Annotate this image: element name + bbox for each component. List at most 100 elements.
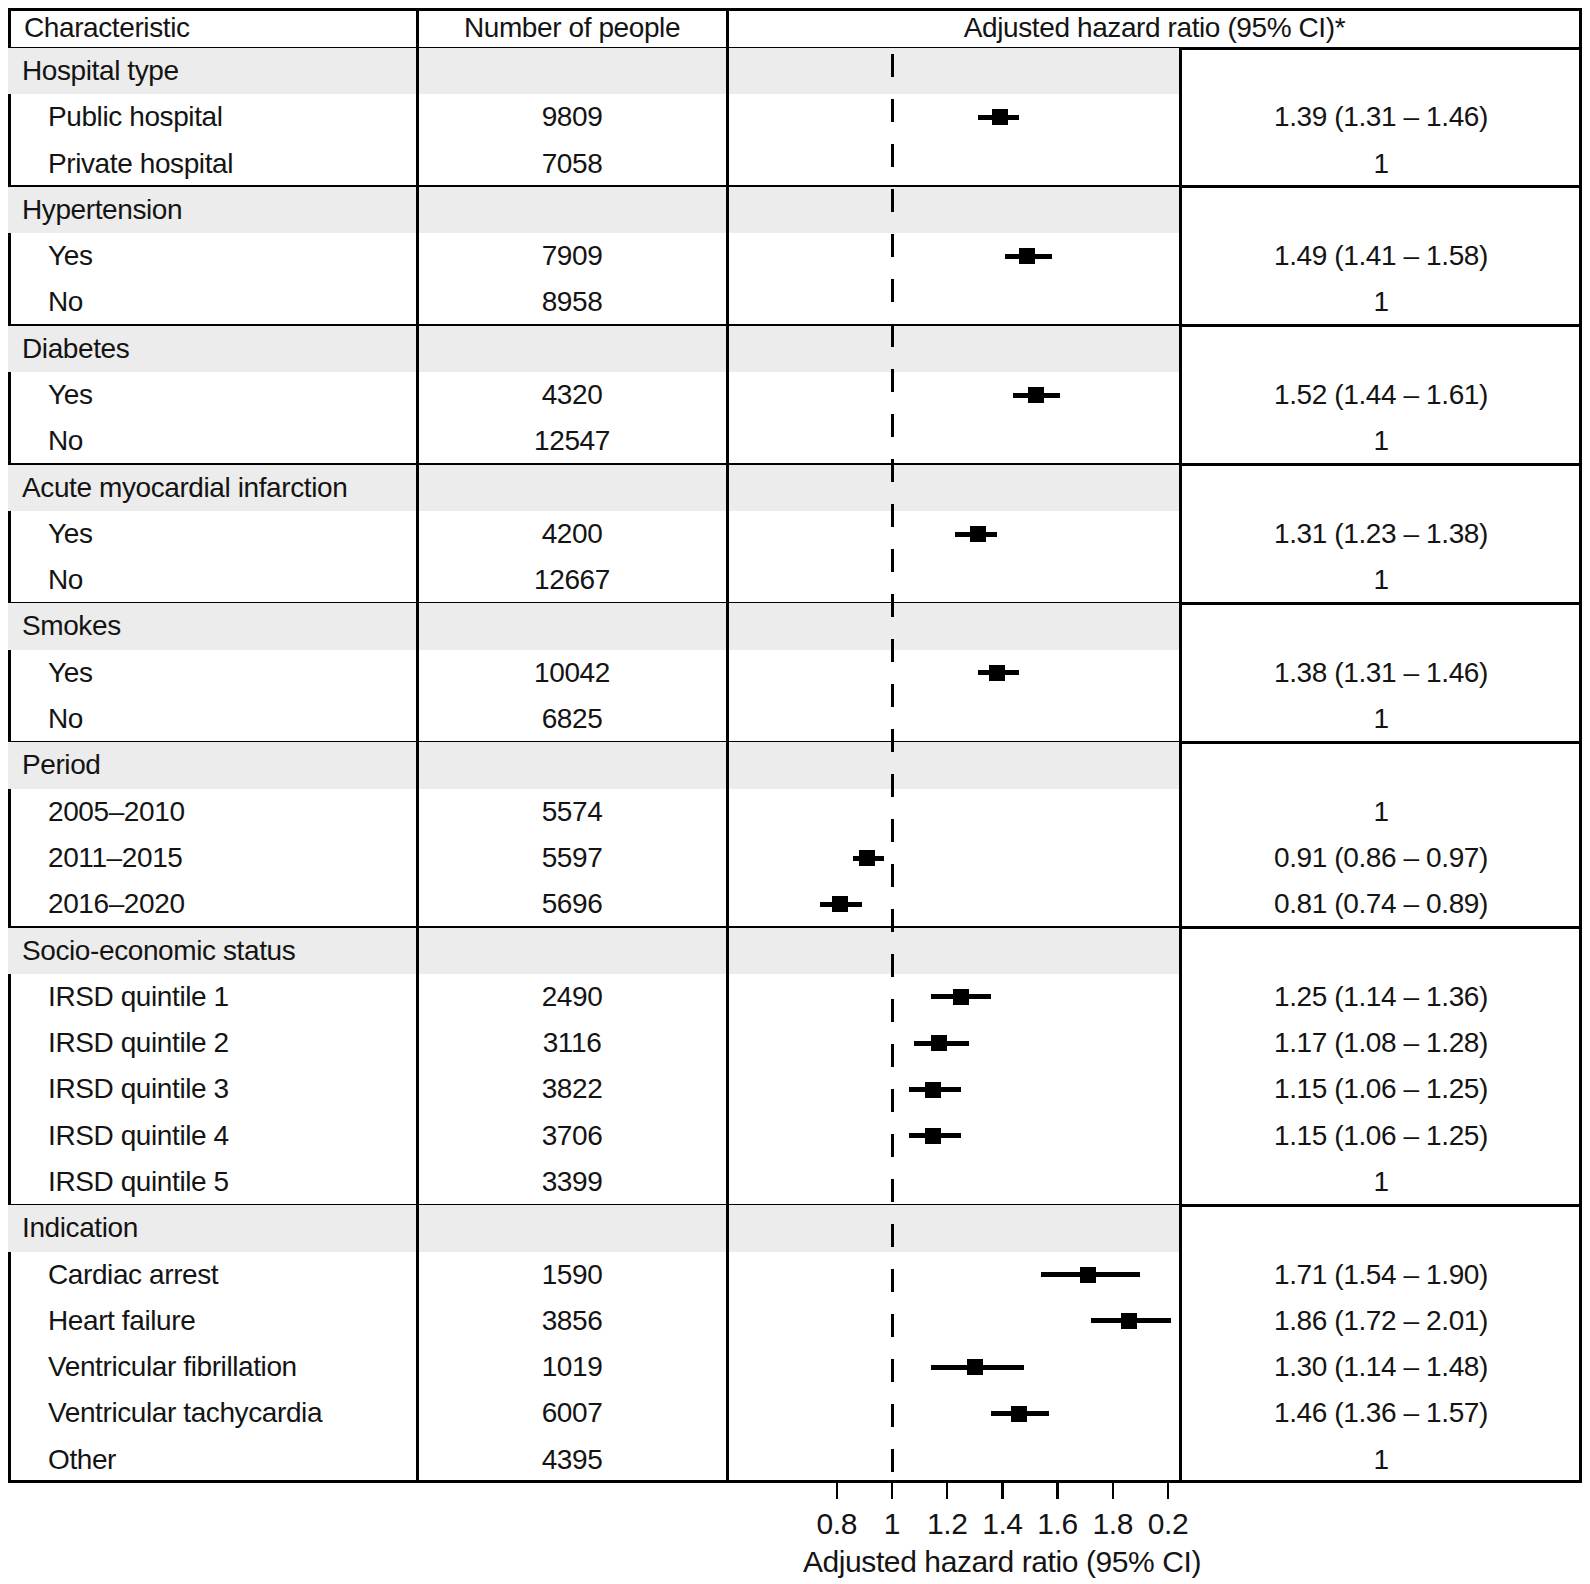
row-n-value: 2490: [417, 974, 727, 1020]
row-n-value: 1590: [417, 1252, 727, 1298]
section-header-label: Acute myocardial infarction: [22, 465, 347, 511]
section-header-band: [8, 187, 1180, 233]
row-n-value: 4320: [417, 372, 727, 418]
row-n-value: 3856: [417, 1298, 727, 1344]
forest-marker: [925, 1082, 941, 1098]
row-label: IRSD quintile 5: [48, 1159, 229, 1205]
row-n-value: 1019: [417, 1344, 727, 1390]
row-hr-ci-text: 1: [1180, 557, 1582, 603]
axis-tick: [1112, 1483, 1115, 1499]
row-n-value: 3822: [417, 1066, 727, 1112]
row-n-value: 5696: [417, 881, 727, 927]
section-header-label: Period: [22, 742, 101, 788]
forest-marker: [1011, 1406, 1027, 1422]
row-hr-ci-text: 1.38 (1.31 – 1.46): [1180, 650, 1582, 696]
forest-marker: [1121, 1313, 1137, 1329]
row-label: Heart failure: [48, 1298, 195, 1344]
section-header-band: [8, 48, 1180, 94]
section-header-label: Diabetes: [22, 326, 129, 372]
row-label: Ventricular tachycardia: [48, 1390, 322, 1436]
row-label: Public hospital: [48, 94, 223, 140]
row-hr-ci-text: 1.25 (1.14 – 1.36): [1180, 974, 1582, 1020]
forest-marker: [832, 896, 848, 912]
row-n-value: 3399: [417, 1159, 727, 1205]
row-hr-ci-text: 1: [1180, 141, 1582, 187]
row-label: IRSD quintile 3: [48, 1066, 229, 1112]
row-n-value: 7058: [417, 141, 727, 187]
reference-line: [891, 54, 894, 1483]
row-n-value: 8958: [417, 279, 727, 325]
row-label: Ventricular fibrillation: [48, 1344, 297, 1390]
row-label: IRSD quintile 2: [48, 1020, 229, 1066]
section-header-band: [8, 742, 1180, 788]
row-n-value: 3706: [417, 1113, 727, 1159]
row-n-value: 3116: [417, 1020, 727, 1066]
row-n-value: 6825: [417, 696, 727, 742]
row-hr-ci-text: 1: [1180, 418, 1582, 464]
row-label: Yes: [48, 650, 92, 696]
row-label: Yes: [48, 372, 92, 418]
row-hr-ci-text: 1.15 (1.06 – 1.25): [1180, 1066, 1582, 1112]
column-divider-1: [416, 8, 419, 1483]
section-header-band: [8, 326, 1180, 372]
forest-marker: [1019, 248, 1035, 264]
axis-tick-label: 0.2: [1123, 1507, 1213, 1541]
axis-tick: [1167, 1483, 1170, 1499]
row-hr-ci-text: 1.39 (1.31 – 1.46): [1180, 94, 1582, 140]
forest-marker: [925, 1128, 941, 1144]
row-label: 2016–2020: [48, 881, 185, 927]
row-n-value: 10042: [417, 650, 727, 696]
axis-tick: [891, 1483, 894, 1499]
forest-marker: [970, 526, 986, 542]
row-label: No: [48, 418, 83, 464]
row-n-value: 5597: [417, 835, 727, 881]
row-hr-ci-text: 1: [1180, 696, 1582, 742]
row-n-value: 6007: [417, 1390, 727, 1436]
section-header-band: [8, 1205, 1180, 1251]
column-divider-3: [1179, 48, 1182, 1483]
forest-marker: [967, 1359, 983, 1375]
row-hr-ci-text: 1.49 (1.41 – 1.58): [1180, 233, 1582, 279]
section-header-label: Indication: [22, 1205, 138, 1251]
row-n-value: 12547: [417, 418, 727, 464]
row-hr-ci-text: 0.81 (0.74 – 0.89): [1180, 881, 1582, 927]
row-label: Private hospital: [48, 141, 233, 187]
axis-title: Adjusted hazard ratio (95% CI): [742, 1545, 1262, 1579]
forest-marker: [953, 989, 969, 1005]
row-hr-ci-text: 1.86 (1.72 – 2.01): [1180, 1298, 1582, 1344]
row-label: Yes: [48, 233, 92, 279]
axis-tick: [1056, 1483, 1059, 1499]
row-n-value: 9809: [417, 94, 727, 140]
column-divider-2: [726, 8, 729, 1483]
row-hr-ci-text: 1.52 (1.44 – 1.61): [1180, 372, 1582, 418]
row-hr-ci-text: 1.31 (1.23 – 1.38): [1180, 511, 1582, 557]
forest-marker: [989, 665, 1005, 681]
row-label: IRSD quintile 4: [48, 1113, 229, 1159]
row-hr-ci-text: 1.30 (1.14 – 1.48): [1180, 1344, 1582, 1390]
forest-marker: [859, 850, 875, 866]
section-header-label: Socio-economic status: [22, 928, 295, 974]
axis-tick: [946, 1483, 949, 1499]
row-hr-ci-text: 1: [1180, 1437, 1582, 1483]
row-label: No: [48, 557, 83, 603]
forest-marker: [992, 109, 1008, 125]
row-label: Other: [48, 1437, 116, 1483]
row-label: IRSD quintile 1: [48, 974, 229, 1020]
row-label: No: [48, 696, 83, 742]
row-n-value: 4200: [417, 511, 727, 557]
row-hr-ci-text: 1.15 (1.06 – 1.25): [1180, 1113, 1582, 1159]
forest-marker: [1080, 1267, 1096, 1283]
col-header-number-of-people: Number of people: [417, 8, 727, 48]
col-header-characteristic: Characteristic: [24, 8, 190, 48]
axis-tick: [1001, 1483, 1004, 1499]
row-hr-ci-text: 1.17 (1.08 – 1.28): [1180, 1020, 1582, 1066]
row-hr-ci-text: 0.91 (0.86 – 0.97): [1180, 835, 1582, 881]
col-header-hazard-ratio: Adjusted hazard ratio (95% CI)*: [727, 8, 1582, 48]
section-header-label: Smokes: [22, 603, 121, 649]
row-hr-ci-text: 1: [1180, 789, 1582, 835]
row-hr-ci-text: 1: [1180, 1159, 1582, 1205]
row-n-value: 4395: [417, 1437, 727, 1483]
row-hr-ci-text: 1.71 (1.54 – 1.90): [1180, 1252, 1582, 1298]
row-n-value: 12667: [417, 557, 727, 603]
section-header-label: Hospital type: [22, 48, 179, 94]
